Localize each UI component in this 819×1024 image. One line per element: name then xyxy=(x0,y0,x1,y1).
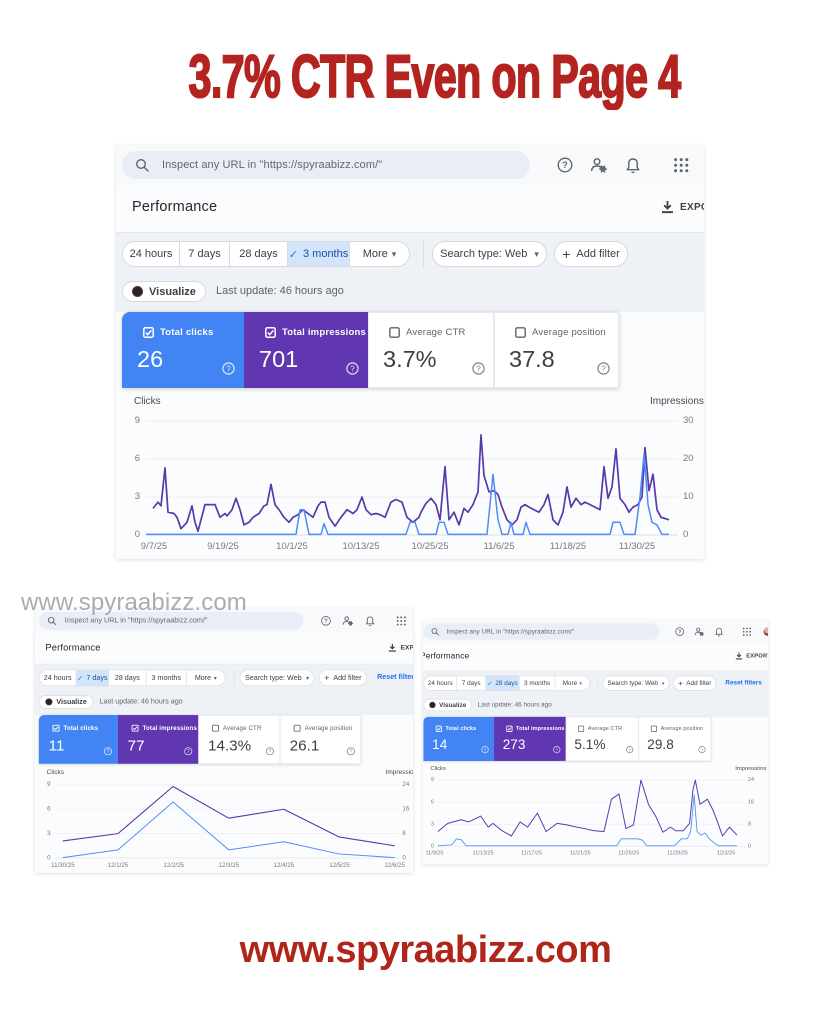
svg-text:?: ? xyxy=(700,747,703,752)
svg-text:?: ? xyxy=(349,749,352,755)
svg-text:?: ? xyxy=(268,749,271,755)
svg-text:?: ? xyxy=(601,364,606,373)
svg-text:?: ? xyxy=(226,364,231,373)
svg-text:?: ? xyxy=(106,749,109,755)
svg-text:?: ? xyxy=(483,747,486,752)
svg-text:?: ? xyxy=(476,364,481,373)
svg-text:?: ? xyxy=(555,747,558,752)
svg-text:?: ? xyxy=(187,749,190,755)
svg-text:?: ? xyxy=(562,160,568,170)
svg-text:?: ? xyxy=(350,364,355,373)
svg-text:?: ? xyxy=(678,629,681,635)
svg-text:?: ? xyxy=(628,747,631,752)
svg-text:?: ? xyxy=(324,619,328,625)
